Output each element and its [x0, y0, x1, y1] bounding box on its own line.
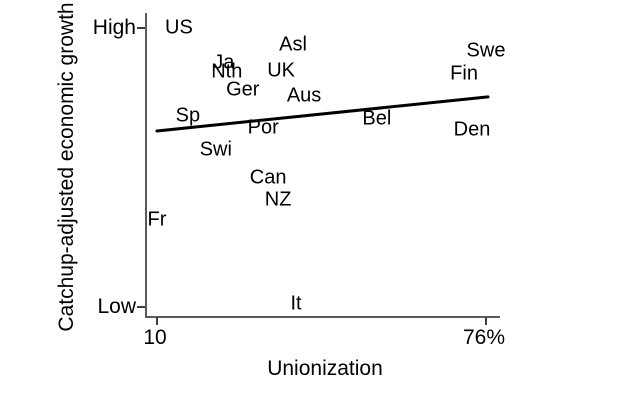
y-tick-label: High: [92, 16, 136, 39]
x-axis-title: Unionization: [267, 357, 383, 380]
x-tick-label: 76%: [462, 326, 506, 349]
y-tick-label: Low: [97, 295, 136, 318]
data-point-label: Bel: [362, 107, 392, 130]
data-point-label: It: [290, 292, 302, 315]
y-tick-mark: [137, 306, 145, 308]
data-point-label: Sp: [175, 104, 201, 127]
data-point-label: NZ: [264, 188, 292, 211]
x-axis-line: [145, 316, 500, 318]
data-point-label: Swe: [466, 39, 506, 62]
data-point-label: Aus: [286, 84, 322, 107]
data-point-label: Den: [453, 118, 491, 141]
data-point-label: Can: [249, 166, 287, 189]
data-point-label: Ja: [213, 51, 235, 74]
data-point-label: Asl: [279, 33, 307, 56]
data-point-label: Fin: [450, 62, 478, 85]
y-tick-mark: [137, 27, 145, 29]
x-tick-mark: [156, 317, 158, 325]
data-point-label: Fr: [147, 208, 167, 231]
x-tick-label: 10: [143, 326, 167, 349]
data-point-label: Swi: [199, 138, 232, 161]
data-point-label: Ger: [226, 78, 260, 101]
y-axis-line: [145, 13, 147, 317]
data-point-label: Nth: [211, 60, 243, 83]
data-point-label: Por: [247, 116, 279, 139]
data-point-label: UK: [267, 59, 296, 82]
trend-line: [155, 95, 490, 133]
data-point-label: US: [165, 16, 193, 39]
x-tick-mark: [485, 317, 487, 325]
y-axis-title: Catchup-adjusted economic growth: [55, 2, 78, 332]
